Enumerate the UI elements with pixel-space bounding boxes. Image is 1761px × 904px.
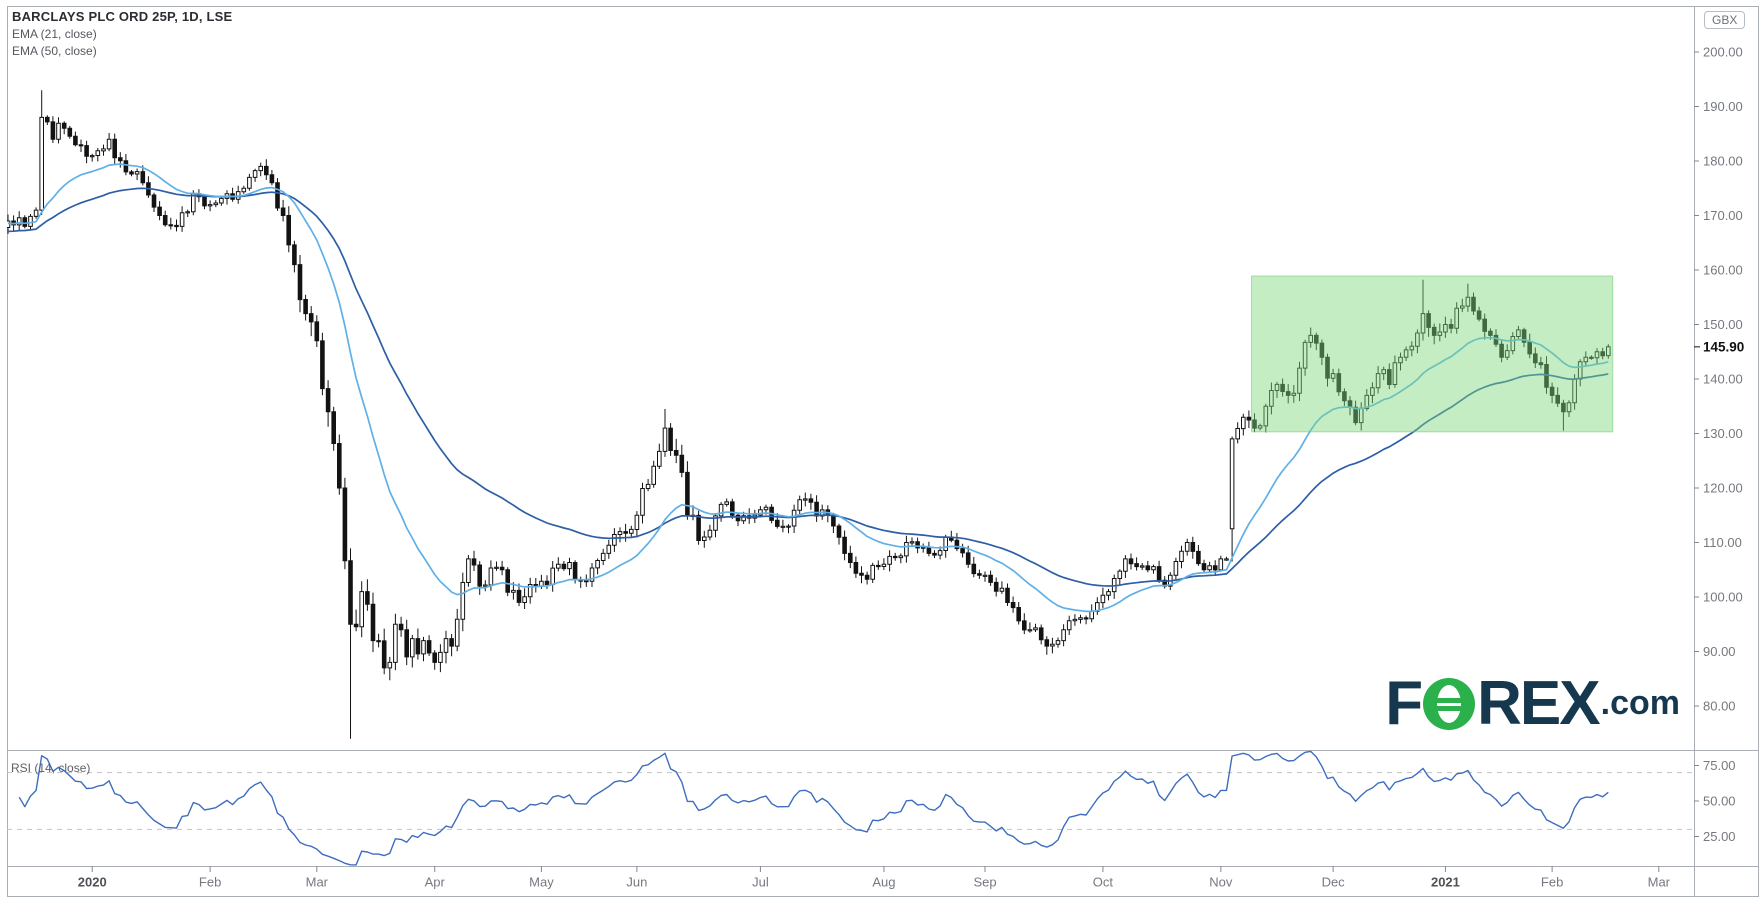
time-tick-label-Oct[interactable]: Oct	[1093, 875, 1114, 890]
logo-o-icon	[1423, 678, 1476, 730]
price-tick-label[interactable]: 80.00	[1703, 699, 1736, 714]
price-tick-label[interactable]: 120.00	[1703, 481, 1743, 496]
price-tick-label[interactable]: 190.00	[1703, 99, 1743, 114]
price-tick-label[interactable]: 160.00	[1703, 263, 1743, 278]
rsi-tick-label[interactable]: 50.00	[1703, 794, 1736, 809]
time-tick-label-Mar[interactable]: Mar	[1648, 875, 1671, 890]
price-tick-label[interactable]: 110.00	[1703, 535, 1742, 550]
symbol-title: BARCLAYS PLC ORD 25P, 1D, LSE	[12, 9, 233, 24]
logo-letter-f: F	[1385, 669, 1423, 738]
logo-o-bar	[1429, 706, 1470, 711]
price-tick-label[interactable]: 200.00	[1703, 45, 1743, 60]
indicator-label-ema50: EMA (50, close)	[12, 44, 97, 58]
time-tick-label-Feb[interactable]: Feb	[199, 875, 221, 890]
rsi-tick-label[interactable]: 75.00	[1703, 758, 1736, 773]
time-tick-label-Aug[interactable]: Aug	[872, 875, 895, 890]
candle-bodies-up	[7, 116, 1611, 669]
time-tick-label-2020[interactable]: 2020	[78, 875, 107, 890]
price-tick-label[interactable]: 150.00	[1703, 317, 1743, 332]
ema50-line	[7, 187, 1609, 587]
time-tick-label-Feb[interactable]: Feb	[1541, 875, 1563, 890]
price-tick-label[interactable]: 180.00	[1703, 154, 1743, 169]
time-tick-label-Dec[interactable]: Dec	[1322, 875, 1346, 890]
last-price-label: 145.90	[1703, 340, 1744, 355]
time-tick-label-Jul[interactable]: Jul	[752, 875, 769, 890]
ema21-line	[7, 163, 1609, 613]
time-tick-label-Sep[interactable]: Sep	[973, 875, 996, 890]
price-tick-label[interactable]: 100.00	[1703, 590, 1743, 605]
time-tick-label-Apr[interactable]: Apr	[425, 875, 446, 890]
candle-bodies-down	[11, 116, 1605, 669]
price-tick-label[interactable]: 140.00	[1703, 372, 1743, 387]
rsi-tick-label[interactable]: 25.00	[1703, 829, 1736, 844]
logo-dot-com: .com	[1600, 683, 1680, 722]
chart-legend: BARCLAYS PLC ORD 25P, 1D, LSE EMA (21, c…	[12, 9, 232, 58]
price-tick-label[interactable]: 90.00	[1703, 644, 1736, 659]
logo-letters-rex: REX	[1477, 669, 1600, 738]
highlight-zone[interactable]	[1251, 275, 1614, 433]
time-tick-label-Nov[interactable]: Nov	[1209, 875, 1233, 890]
price-tick-label[interactable]: 130.00	[1703, 426, 1743, 441]
rsi-indicator-label: RSI (14, close)	[11, 761, 91, 775]
time-tick-label-Jun[interactable]: Jun	[626, 875, 647, 890]
currency-badge: GBX	[1704, 11, 1746, 29]
logo-o-oval	[1437, 685, 1462, 723]
indicator-label-ema21: EMA (21, close)	[12, 27, 97, 41]
price-tick-label[interactable]: 170.00	[1703, 208, 1743, 223]
rsi-line	[18, 750, 1609, 866]
time-tick-label-Mar[interactable]: Mar	[306, 875, 329, 890]
time-tick-label-2021[interactable]: 2021	[1431, 875, 1460, 890]
time-tick-label-May[interactable]: May	[529, 875, 554, 890]
logo-o-bar	[1429, 698, 1470, 703]
forex-com-watermark: F REX .com	[1330, 669, 1680, 738]
chart-outer-border	[7, 6, 1759, 897]
